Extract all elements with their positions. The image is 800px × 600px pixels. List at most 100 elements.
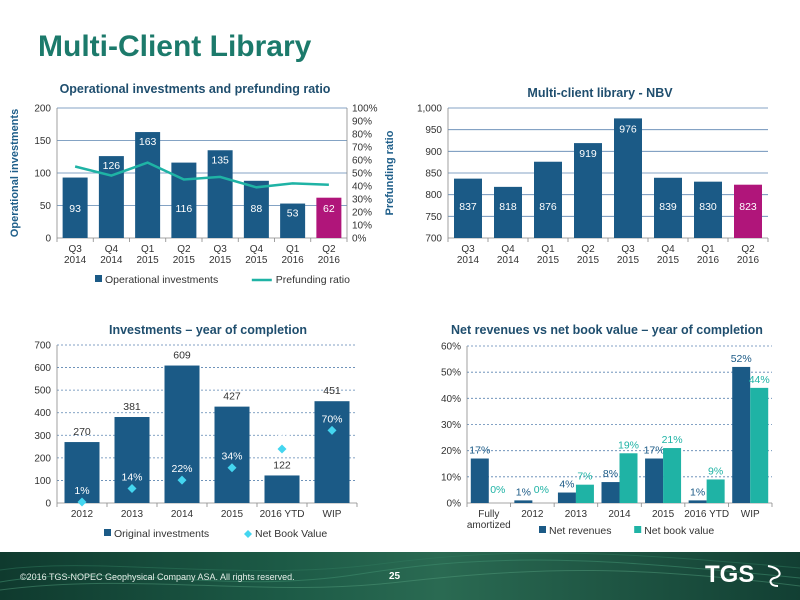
x-tick-label: Q2	[741, 244, 755, 255]
y-tick-label: 600	[34, 363, 51, 374]
data-label: 8%	[603, 468, 618, 480]
legend-swatch	[539, 526, 546, 533]
y-tick-label: 400	[34, 408, 51, 419]
y-tick-label: 950	[425, 125, 442, 136]
bar	[694, 181, 722, 238]
y2-tick-label: 30%	[352, 195, 372, 206]
bar	[601, 482, 620, 503]
data-label: 818	[499, 201, 517, 213]
bar	[316, 197, 342, 238]
y-tick-label: 50	[40, 201, 52, 212]
legend-label: Prefunding ratio	[276, 274, 350, 286]
bar	[645, 458, 664, 503]
x-tick-label: 2014	[171, 509, 194, 520]
data-label: 876	[539, 201, 557, 213]
x-tick-label: Q4	[250, 244, 264, 255]
y-tick-label: 0	[45, 499, 51, 510]
x-tick-label: 2016	[697, 255, 720, 266]
y-tick-label: 10%	[441, 472, 461, 483]
y-tick-label: 500	[34, 386, 51, 397]
legend-swatch	[634, 526, 642, 533]
bar	[135, 132, 161, 238]
legend-swatch	[244, 530, 252, 538]
y-tick-label: 300	[34, 431, 51, 442]
x-tick-label: 2015	[209, 255, 232, 266]
data-label: 4%	[559, 479, 574, 491]
bar	[614, 118, 642, 238]
data-label: 451	[323, 385, 341, 397]
x-tick-label: 2014	[100, 255, 123, 266]
bar	[62, 177, 88, 238]
marker-label: 22%	[171, 463, 192, 475]
x-tick-label: 2015	[221, 509, 244, 520]
bar	[264, 475, 300, 503]
legend-label: Net Book Value	[255, 528, 327, 540]
data-label: 1%	[690, 486, 705, 498]
x-tick-label: Fully	[478, 509, 499, 520]
x-tick-label: 2013	[565, 509, 588, 520]
bar	[557, 492, 576, 503]
legend-label: Net revenues	[549, 525, 611, 537]
bar	[654, 177, 682, 238]
data-label: 837	[459, 201, 477, 213]
bar	[243, 180, 269, 238]
x-tick-label: Q1	[541, 244, 555, 255]
x-tick-label: 2014	[457, 255, 480, 266]
data-label: 135	[211, 154, 229, 166]
y2-tick-label: 100%	[352, 104, 378, 115]
legend-label: Operational investments	[105, 274, 218, 286]
data-label: 976	[619, 123, 637, 135]
chart-operational-investments: Operational investments and prefunding r…	[0, 76, 400, 300]
bar	[514, 500, 533, 503]
data-label: 17%	[644, 445, 665, 457]
bar	[98, 156, 124, 238]
nbv-marker	[327, 425, 337, 435]
y2-axis-title: Prefunding ratio	[384, 130, 396, 215]
x-tick-label: 2015	[245, 255, 268, 266]
x-tick-label: Q1	[701, 244, 715, 255]
bar	[732, 366, 751, 503]
bar	[470, 458, 489, 503]
footer-bar: ©2016 TGS-NOPEC Geophysical Company ASA.…	[0, 552, 800, 600]
data-label: 0%	[534, 484, 549, 496]
y-tick-label: 750	[425, 212, 442, 223]
x-tick-label: Q3	[461, 244, 475, 255]
bar	[663, 448, 682, 503]
y-axis-title: Operational investments	[9, 109, 21, 237]
nbv-marker	[77, 497, 87, 507]
company-logo: TGS	[705, 561, 755, 588]
y2-tick-label: 90%	[352, 117, 372, 128]
bar	[706, 479, 725, 503]
x-tick-label: 2015	[537, 255, 560, 266]
page-number: 25	[389, 571, 401, 582]
data-label: 116	[176, 203, 193, 215]
bar	[314, 401, 350, 503]
bar	[534, 161, 562, 238]
marker-label: 34%	[221, 451, 242, 463]
y-tick-label: 50%	[441, 368, 461, 379]
data-label: 19%	[618, 439, 639, 451]
x-tick-label: Q2	[581, 244, 595, 255]
data-label: 21%	[662, 434, 683, 446]
x-tick-label: 2012	[71, 509, 94, 520]
marker-label: 52%	[271, 432, 292, 444]
data-label: 0%	[490, 484, 505, 496]
data-label: 88	[251, 203, 263, 215]
chart-title: Investments – year of completion	[109, 323, 307, 337]
chart-title: Operational investments and prefunding r…	[60, 82, 331, 96]
x-tick-label: 2016	[737, 255, 760, 266]
data-label: 830	[699, 201, 717, 213]
data-label: 823	[739, 201, 757, 213]
x-tick-label: 2014	[64, 255, 87, 266]
x-tick-label: 2014	[608, 509, 631, 520]
y-tick-label: 700	[425, 234, 442, 245]
y2-tick-label: 10%	[352, 221, 372, 232]
bar	[214, 406, 250, 503]
marker-label: 1%	[74, 485, 89, 497]
bar	[171, 162, 197, 238]
prefunding-ratio-line	[74, 161, 329, 189]
x-tick-label: WIP	[741, 509, 760, 520]
y-tick-label: 850	[425, 169, 442, 180]
x-tick-label: WIP	[323, 509, 342, 520]
data-label: 93	[69, 203, 81, 215]
